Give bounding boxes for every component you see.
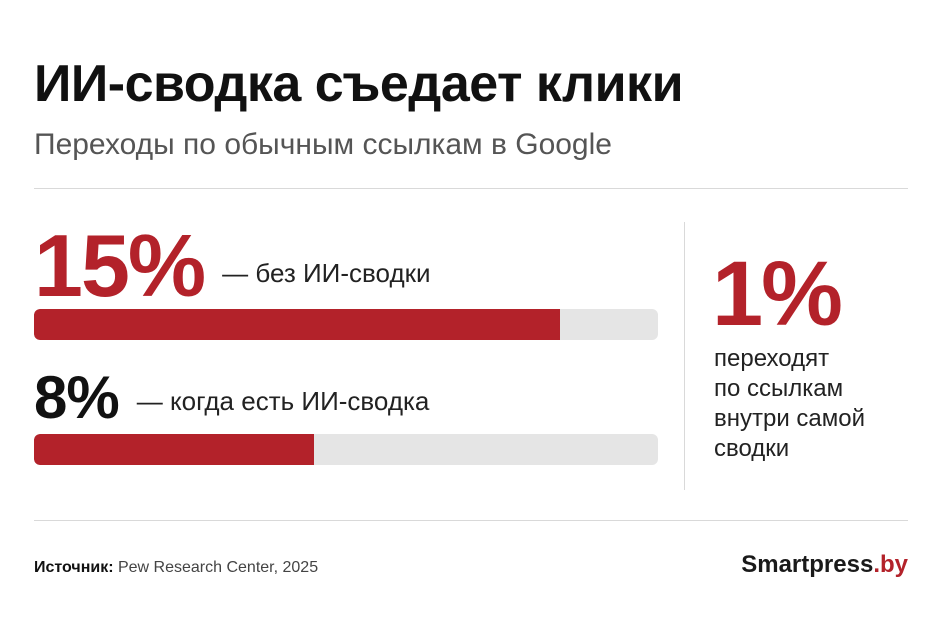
side-stat-line: по ссылкам (714, 375, 844, 402)
bar-track-without-ai (34, 309, 658, 340)
stat-value-with-ai: 8% (34, 364, 120, 431)
source-note: Источник: Pew Research Center, 2025 (34, 559, 318, 577)
bar-track-with-ai (34, 434, 658, 465)
stat-row-without-ai: 15% — без ИИ-сводки (34, 222, 431, 310)
bottom-divider (34, 520, 908, 521)
side-stat-line: сводки (714, 435, 790, 462)
chart-subtitle: Переходы по обычным ссылкам в Google (34, 128, 612, 161)
top-divider (34, 188, 908, 189)
bar-with-ai (34, 434, 315, 465)
stat-row-with-ai: 8% — когда есть ИИ-сводка (34, 368, 429, 428)
side-stat-line: внутри самой (714, 405, 866, 432)
source-text: Pew Research Center, 2025 (113, 559, 319, 576)
bar-without-ai (34, 309, 560, 340)
side-stat-text: переходят по ссылкам внутри самой сводки (714, 344, 904, 464)
stat-label-without-ai: — без ИИ-сводки (222, 258, 431, 288)
brand-tld: .by (873, 551, 908, 578)
side-stat-line: переходят (714, 345, 830, 372)
chart-title: ИИ-сводка съедает клики (34, 55, 684, 113)
source-label: Источник: (34, 559, 114, 576)
vertical-divider (684, 222, 685, 490)
side-stat-value: 1% (712, 243, 843, 345)
brand-name: Smartpress (741, 551, 874, 578)
stat-value-without-ai: 15% (34, 216, 206, 315)
brand-logo[interactable]: Smartpress.by (741, 551, 908, 579)
stat-label-with-ai: — когда есть ИИ-сводка (136, 386, 430, 416)
